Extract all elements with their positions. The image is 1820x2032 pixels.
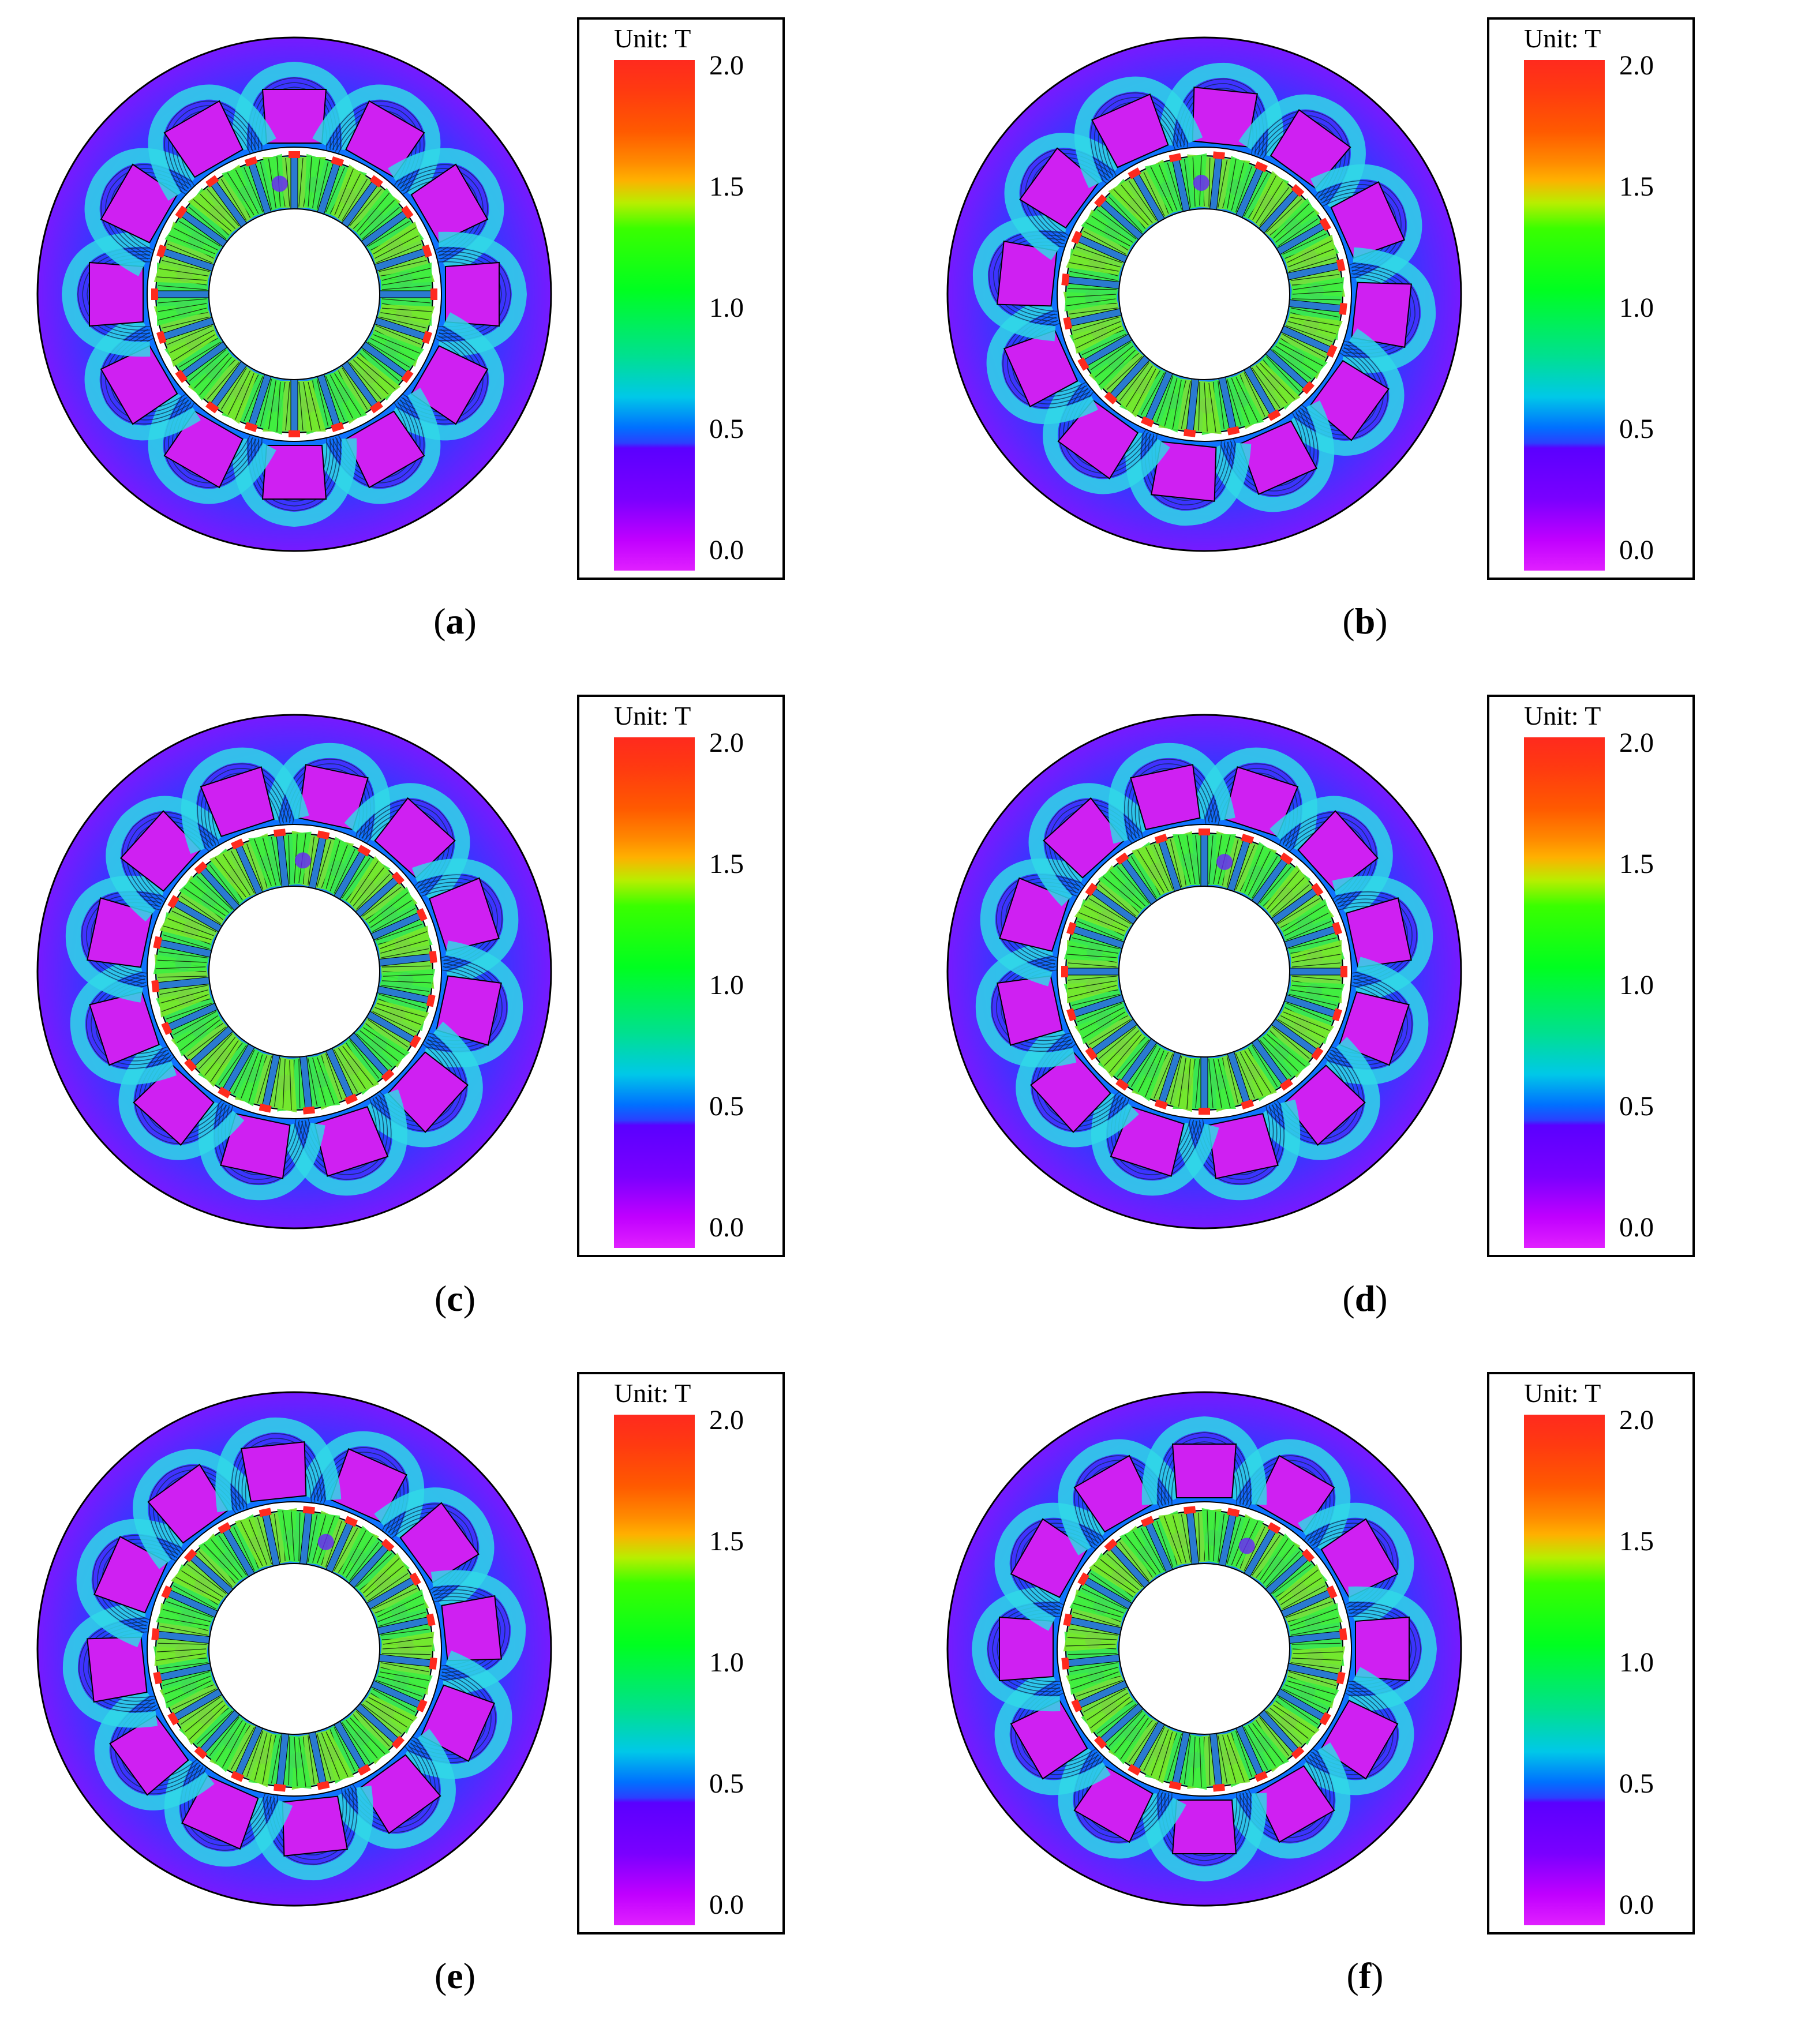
colorbar-tick-label: 0.5 bbox=[709, 414, 744, 444]
motor-flux-plot bbox=[946, 36, 1462, 552]
colorbar-tick-label: 1.5 bbox=[1619, 849, 1654, 879]
coil-slot bbox=[200, 766, 275, 837]
colorbar-tick-label: 0.5 bbox=[709, 1091, 744, 1122]
shaft-bore bbox=[208, 1563, 380, 1735]
colorbar-tick-label: 1.5 bbox=[1619, 171, 1654, 202]
motor-flux-plot bbox=[946, 1391, 1462, 1907]
shaft-bore bbox=[1118, 1563, 1290, 1735]
colorbar-tick-label: 1.5 bbox=[709, 1526, 744, 1557]
colorbar-tick-label: 1.0 bbox=[1619, 970, 1654, 1000]
colorbar-tick-label: 1.5 bbox=[709, 171, 744, 202]
magnet-barrier bbox=[379, 290, 432, 298]
legend-unit-label: Unit: T bbox=[614, 701, 691, 730]
colorbar-tick-label: 1.5 bbox=[1619, 1526, 1654, 1557]
flux-loop bbox=[1108, 743, 1235, 844]
panel-caption: (e) bbox=[434, 1955, 476, 1996]
panel-f: Unit: T 2.0 1.5 1.0 0.5 0.0 (f) bbox=[910, 1355, 1820, 2032]
colorbar-legend: Unit: T 2.0 1.5 1.0 0.5 0.0 bbox=[1487, 695, 1695, 1257]
flux-loop bbox=[181, 747, 309, 854]
coil-slot bbox=[1171, 1444, 1237, 1498]
flux-loop bbox=[1074, 76, 1203, 188]
colorbar-tick-label: 2.0 bbox=[1619, 1405, 1654, 1435]
colorbar-tick-label: 2.0 bbox=[1619, 728, 1654, 758]
magnet-barrier bbox=[1200, 1056, 1208, 1109]
flux-loop bbox=[1141, 1416, 1267, 1505]
colorbar-tick-label: 0.0 bbox=[709, 1889, 744, 1920]
motor-flux-plot bbox=[36, 1391, 552, 1907]
colorbar-tick-label: 0.0 bbox=[1619, 535, 1654, 565]
panel-caption: (d) bbox=[1342, 1278, 1388, 1319]
colorbar-tick-label: 1.0 bbox=[709, 970, 744, 1000]
colorbar-tick-label: 2.0 bbox=[709, 728, 744, 758]
colorbar-tick-label: 1.5 bbox=[709, 849, 744, 879]
colorbar-gradient bbox=[1524, 60, 1605, 571]
colorbar-legend: Unit: T 2.0 1.5 1.0 0.5 0.0 bbox=[1487, 1372, 1695, 1934]
panel-a: Unit: T 2.0 1.5 1.0 0.5 0.0 (a) bbox=[0, 0, 910, 677]
colorbar-tick-label: 0.0 bbox=[709, 1212, 744, 1243]
colorbar-tick-label: 2.0 bbox=[709, 50, 744, 81]
colorbar-tick-label: 0.5 bbox=[1619, 414, 1654, 444]
panel-caption-letter: a bbox=[445, 601, 465, 642]
colorbar-tick-label: 2.0 bbox=[1619, 50, 1654, 81]
colorbar-legend: Unit: T 2.0 1.5 1.0 0.5 0.0 bbox=[1487, 17, 1695, 580]
panel-caption-letter: b bbox=[1354, 601, 1376, 642]
motor-flux-plot bbox=[946, 714, 1462, 1229]
flux-loop bbox=[215, 1418, 342, 1513]
magnet-barrier bbox=[156, 290, 209, 298]
colorbar-gradient bbox=[614, 60, 695, 571]
colorbar-legend: Unit: T 2.0 1.5 1.0 0.5 0.0 bbox=[577, 1372, 785, 1934]
magnet-barrier bbox=[1200, 834, 1208, 887]
motor-flux-plot bbox=[36, 714, 552, 1229]
motor-flux-plot bbox=[36, 36, 552, 552]
colorbar-tick-label: 1.0 bbox=[1619, 1647, 1654, 1678]
panel-caption: (f) bbox=[1346, 1955, 1384, 1996]
colorbar-tick-label: 0.0 bbox=[1619, 1889, 1654, 1920]
shaft-bore bbox=[1118, 886, 1290, 1058]
panel-c: Unit: T 2.0 1.5 1.0 0.5 0.0 (c) bbox=[0, 677, 910, 1355]
legend-unit-label: Unit: T bbox=[614, 24, 691, 53]
legend-unit-label: Unit: T bbox=[1524, 701, 1601, 730]
colorbar-gradient bbox=[614, 737, 695, 1248]
colorbar-tick-label: 0.5 bbox=[1619, 1768, 1654, 1799]
colorbar-tick-label: 1.0 bbox=[709, 1647, 744, 1678]
colorbar-gradient bbox=[614, 1415, 695, 1925]
panel-b: Unit: T 2.0 1.5 1.0 0.5 0.0 (b) bbox=[910, 0, 1820, 677]
rotor-flux-fan bbox=[222, 153, 284, 218]
panel-caption-letter: f bbox=[1358, 1955, 1372, 1996]
coil-slot bbox=[1091, 93, 1169, 168]
colorbar-tick-label: 1.0 bbox=[1619, 293, 1654, 323]
colorbar-tick-label: 0.0 bbox=[1619, 1212, 1654, 1243]
colorbar-tick-label: 0.5 bbox=[709, 1768, 744, 1799]
panel-caption: (a) bbox=[433, 601, 477, 642]
coil-slot bbox=[1130, 764, 1201, 830]
coil-slot bbox=[163, 100, 244, 178]
magnet-barrier bbox=[1066, 968, 1119, 976]
magnet-barrier bbox=[290, 156, 298, 209]
colorbar-tick-label: 2.0 bbox=[709, 1405, 744, 1435]
panel-caption: (c) bbox=[434, 1278, 476, 1319]
shaft-bore bbox=[1118, 208, 1290, 380]
colorbar-gradient bbox=[1524, 737, 1605, 1248]
shaft-bore bbox=[208, 208, 380, 380]
shaft-bore bbox=[208, 886, 380, 1058]
panel-caption-letter: c bbox=[447, 1278, 463, 1319]
legend-unit-label: Unit: T bbox=[1524, 24, 1601, 53]
magnet-barrier bbox=[1289, 968, 1342, 976]
flux-loop bbox=[148, 84, 276, 201]
coil-slot bbox=[241, 1441, 307, 1502]
panel-d: Unit: T 2.0 1.5 1.0 0.5 0.0 (d) bbox=[910, 677, 1820, 1355]
legend-unit-label: Unit: T bbox=[614, 1378, 691, 1408]
colorbar-tick-label: 1.0 bbox=[709, 293, 744, 323]
panel-e: Unit: T 2.0 1.5 1.0 0.5 0.0 (e) bbox=[0, 1355, 910, 2032]
colorbar-gradient bbox=[1524, 1415, 1605, 1925]
colorbar-legend: Unit: T 2.0 1.5 1.0 0.5 0.0 bbox=[577, 17, 785, 580]
colorbar-legend: Unit: T 2.0 1.5 1.0 0.5 0.0 bbox=[577, 695, 785, 1257]
panel-caption: (b) bbox=[1342, 601, 1388, 642]
legend-unit-label: Unit: T bbox=[1524, 1378, 1601, 1408]
magnet-barrier bbox=[290, 379, 298, 432]
panel-caption-letter: d bbox=[1354, 1278, 1376, 1319]
colorbar-tick-label: 0.0 bbox=[709, 535, 744, 565]
panel-caption-letter: e bbox=[447, 1955, 463, 1996]
colorbar-tick-label: 0.5 bbox=[1619, 1091, 1654, 1122]
